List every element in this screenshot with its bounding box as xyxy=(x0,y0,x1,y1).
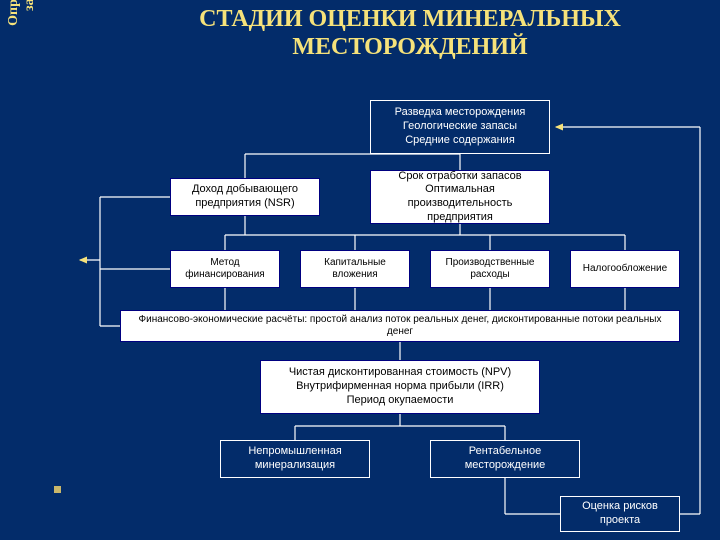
bullet-icon xyxy=(54,486,61,493)
node-fin-econ-calcs: Финансово-экономические расчёты: простой… xyxy=(120,310,680,342)
node-risk-assessment: Оценка рисков проекта xyxy=(560,496,680,532)
side-annotation: Определяются с разной точностью в зависи… xyxy=(6,0,62,40)
page-title: СТАДИИ ОЦЕНКИ МИНЕРАЛЬНЫХ МЕСТОРОЖДЕНИЙ xyxy=(120,6,700,61)
node-npv-irr: Чистая дисконтированная стоимость (NPV)В… xyxy=(260,360,540,414)
node-financing-method: Метод финансирования xyxy=(170,250,280,288)
node-nsr-income: Доход добывающего предприятия (NSR) xyxy=(170,178,320,216)
node-taxation: Налогообложение xyxy=(570,250,680,288)
node-opex: Производственные расходы xyxy=(430,250,550,288)
node-noncommercial: Непромышленная минерализация xyxy=(220,440,370,478)
node-mine-life: Срок отработки запасовОптимальная произв… xyxy=(370,170,550,224)
node-capex: Капитальные вложения xyxy=(300,250,410,288)
node-profitable-deposit: Рентабельное месторождение xyxy=(430,440,580,478)
node-exploration: Разведка месторожденияГеологические запа… xyxy=(370,100,550,154)
